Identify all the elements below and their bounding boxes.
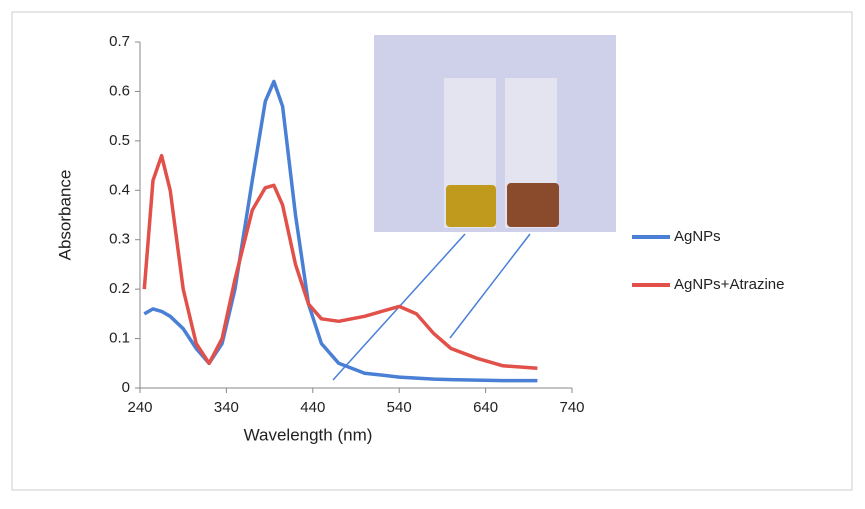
arrow [449,233,531,339]
y-tick-label: 0.3 [109,231,130,248]
y-tick-label: 0.1 [109,330,130,347]
y-tick-label: 0.7 [109,33,130,50]
series-line [143,79,538,383]
x-tick-label: 440 [300,399,325,416]
y-axis-label: Absorbance [55,170,74,261]
vial-liquid [507,183,559,227]
y-tick-label: 0.6 [109,82,130,99]
vial-liquid [446,185,496,227]
legend-label: AgNPs [674,228,721,245]
y-tick-label: 0.2 [109,280,130,297]
inset-photo [374,35,616,232]
y-tick-label: 0 [122,379,130,396]
y-tick-label: 0.5 [109,132,130,149]
series-line [142,153,538,370]
legend-label: AgNPs+Atrazine [674,276,784,293]
x-tick-label: 740 [559,399,584,416]
x-tick-label: 340 [214,399,239,416]
x-tick-label: 540 [387,399,412,416]
x-tick-label: 640 [473,399,498,416]
x-tick-label: 240 [127,399,152,416]
y-tick-label: 0.4 [109,181,130,198]
x-axis-label: Wavelength (nm) [244,425,373,444]
